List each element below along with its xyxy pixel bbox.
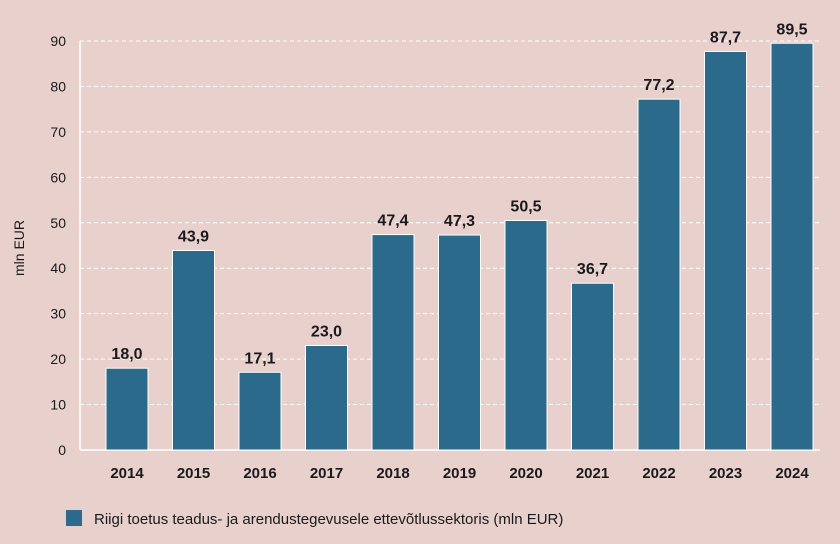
legend-swatch	[66, 510, 82, 526]
bar-2018	[371, 234, 415, 451]
y-tick-label: 20	[50, 351, 66, 367]
x-tick-label-2015: 2015	[177, 465, 210, 482]
bar-2023	[704, 50, 747, 451]
x-tick-label-2014: 2014	[110, 465, 144, 482]
bar-2014	[105, 367, 149, 451]
x-tick-label-2019: 2019	[443, 465, 476, 482]
y-tick-label: 90	[50, 33, 66, 49]
legend: Riigi toetus teadus- ja arendustegevusel…	[66, 510, 563, 528]
value-label-2018: 47,4	[377, 213, 408, 230]
x-tick-label-2017: 2017	[310, 465, 343, 482]
value-labels: 18,0 43,9 17,1 23,0 47,4 47,3 50,5 36,7 77,2 87,7…	[111, 21, 807, 367]
y-tick-label: 30	[50, 306, 66, 322]
x-tick-label-2022: 2022	[642, 465, 675, 482]
x-tick-label-2023: 2023	[709, 465, 742, 482]
value-label-2020: 50,5	[510, 199, 541, 216]
y-tick-label: 50	[50, 215, 66, 231]
value-label-2017: 23,0	[311, 323, 342, 340]
bar-2020	[504, 220, 548, 451]
value-label-2019: 47,3	[444, 213, 475, 230]
y-tick-label: 10	[50, 397, 66, 413]
x-tick-label-2016: 2016	[243, 465, 276, 482]
y-tick-label: 80	[50, 78, 66, 94]
value-label-2022: 77,2	[643, 77, 674, 94]
value-label-2014: 18,0	[111, 346, 142, 363]
bar-2024	[770, 42, 814, 451]
value-label-2021: 36,7	[577, 261, 608, 278]
y-tick-label: 40	[50, 260, 66, 276]
bar-2015	[172, 249, 215, 451]
bar-2021	[571, 282, 614, 451]
y-tick-label: 70	[50, 124, 66, 140]
x-tick-label-2024: 2024	[775, 465, 809, 482]
bar-2022	[637, 98, 681, 451]
x-tick-label-2021: 2021	[576, 465, 609, 482]
y-axis-label: mln EUR	[11, 220, 27, 276]
y-tick-label: 60	[50, 169, 66, 185]
bar-2017	[305, 344, 348, 451]
x-tick-label-2018: 2018	[376, 465, 409, 482]
value-label-2015: 43,9	[178, 228, 209, 245]
x-tick-label-2020: 2020	[509, 465, 542, 482]
bar-2019	[438, 234, 481, 451]
y-axis-ticks: 0 10 20 30 40 50 60 70 80 90	[50, 33, 66, 458]
value-label-2016: 17,1	[244, 350, 275, 367]
legend-label: Riigi toetus teadus- ja arendustegevusel…	[94, 511, 563, 528]
value-label-2023: 87,7	[710, 29, 741, 46]
y-tick-label: 0	[58, 442, 66, 458]
bar-2016	[238, 371, 282, 451]
value-label-2024: 89,5	[776, 21, 807, 38]
x-axis-labels: 2014 2015 2016 2017 2018 2019 2020 2021 2022 2023…	[110, 465, 809, 482]
bars	[105, 42, 814, 451]
